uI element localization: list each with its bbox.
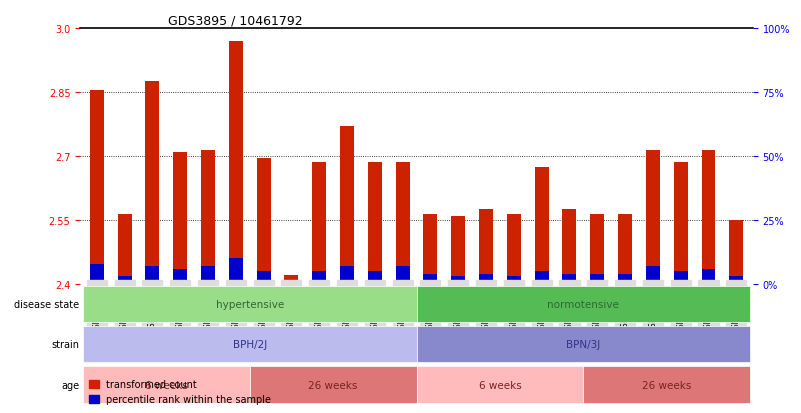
Bar	[562, 274, 577, 284]
Text: GDS3895 / 10461792: GDS3895 / 10461792	[167, 15, 302, 28]
Bar	[312, 163, 326, 284]
Bar	[229, 259, 243, 284]
Bar	[507, 214, 521, 284]
Text: 26 weeks: 26 weeks	[308, 380, 358, 389]
Text: BPN/3J: BPN/3J	[566, 339, 601, 349]
Bar	[590, 214, 604, 284]
Text: age: age	[62, 380, 79, 389]
Legend: transformed count, percentile rank within the sample: transformed count, percentile rank withi…	[85, 375, 276, 408]
Bar	[417, 367, 583, 403]
Text: 6 weeks: 6 weeks	[145, 380, 187, 389]
Bar	[417, 326, 751, 363]
Text: 26 weeks: 26 weeks	[642, 380, 691, 389]
Bar	[646, 266, 660, 284]
Bar	[646, 150, 660, 284]
Text: disease state: disease state	[14, 299, 79, 309]
Bar	[451, 216, 465, 284]
Bar	[146, 266, 159, 284]
Bar	[674, 163, 687, 284]
Bar	[479, 210, 493, 284]
Bar	[284, 276, 298, 284]
Bar	[83, 367, 250, 403]
Bar	[146, 82, 159, 284]
Bar	[507, 277, 521, 284]
Bar	[368, 272, 382, 284]
Bar	[173, 269, 187, 284]
Bar	[340, 127, 354, 284]
Bar	[118, 214, 131, 284]
Bar	[729, 277, 743, 284]
Bar	[417, 286, 751, 323]
Bar	[702, 269, 715, 284]
Bar	[118, 277, 131, 284]
Bar	[424, 214, 437, 284]
Bar	[583, 367, 751, 403]
Bar	[535, 272, 549, 284]
Bar	[451, 277, 465, 284]
Bar	[590, 274, 604, 284]
Bar	[674, 272, 687, 284]
Bar	[424, 274, 437, 284]
Bar	[618, 214, 632, 284]
Bar	[90, 264, 104, 284]
Bar	[729, 221, 743, 284]
Bar	[256, 159, 271, 284]
Bar	[83, 286, 417, 323]
Bar	[201, 266, 215, 284]
Bar	[229, 42, 243, 284]
Bar	[702, 150, 715, 284]
Bar	[562, 210, 577, 284]
Text: 6 weeks: 6 weeks	[478, 380, 521, 389]
Bar	[535, 167, 549, 284]
Bar	[284, 282, 298, 284]
Text: hypertensive: hypertensive	[215, 299, 284, 309]
Bar	[479, 274, 493, 284]
Bar	[312, 272, 326, 284]
Bar	[618, 274, 632, 284]
Bar	[396, 266, 409, 284]
Bar	[340, 266, 354, 284]
Bar	[90, 90, 104, 284]
Text: BPH/2J: BPH/2J	[232, 339, 267, 349]
Bar	[201, 150, 215, 284]
Bar	[250, 367, 417, 403]
Bar	[173, 152, 187, 284]
Bar	[83, 326, 417, 363]
Bar	[256, 272, 271, 284]
Bar	[396, 163, 409, 284]
Text: strain: strain	[51, 339, 79, 349]
Text: normotensive: normotensive	[547, 299, 619, 309]
Bar	[368, 163, 382, 284]
